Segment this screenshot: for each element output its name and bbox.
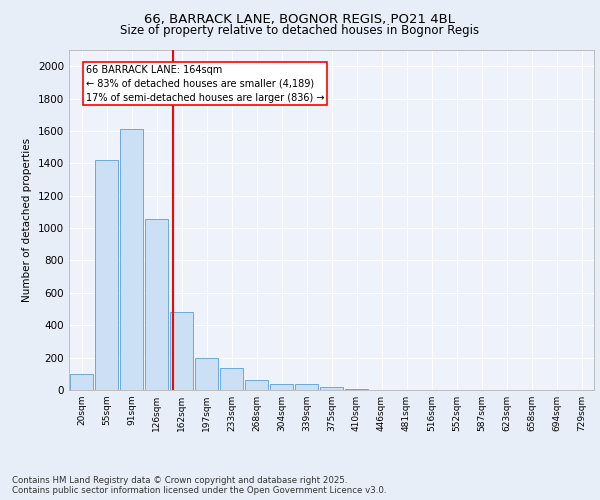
Bar (270, 384, 293, 390)
Bar (245, 380, 268, 390)
Bar (345, 389, 368, 390)
Bar (120, 130, 143, 390)
Bar (295, 384, 318, 390)
Bar (70, 374, 93, 390)
Bar (195, 358, 218, 390)
Text: 66 BARRACK LANE: 164sqm
← 83% of detached houses are smaller (4,189)
17% of semi: 66 BARRACK LANE: 164sqm ← 83% of detache… (86, 64, 325, 102)
Bar (220, 368, 243, 390)
Bar (170, 312, 193, 390)
Text: Size of property relative to detached houses in Bognor Regis: Size of property relative to detached ho… (121, 24, 479, 37)
Text: Contains public sector information licensed under the Open Government Licence v3: Contains public sector information licen… (12, 486, 386, 495)
Bar (95, 160, 118, 390)
Text: Contains HM Land Registry data © Crown copyright and database right 2025.: Contains HM Land Registry data © Crown c… (12, 476, 347, 485)
Bar (145, 219, 168, 390)
Text: 66, BARRACK LANE, BOGNOR REGIS, PO21 4BL: 66, BARRACK LANE, BOGNOR REGIS, PO21 4BL (145, 12, 455, 26)
Bar (320, 387, 343, 390)
Y-axis label: Number of detached properties: Number of detached properties (22, 138, 32, 302)
